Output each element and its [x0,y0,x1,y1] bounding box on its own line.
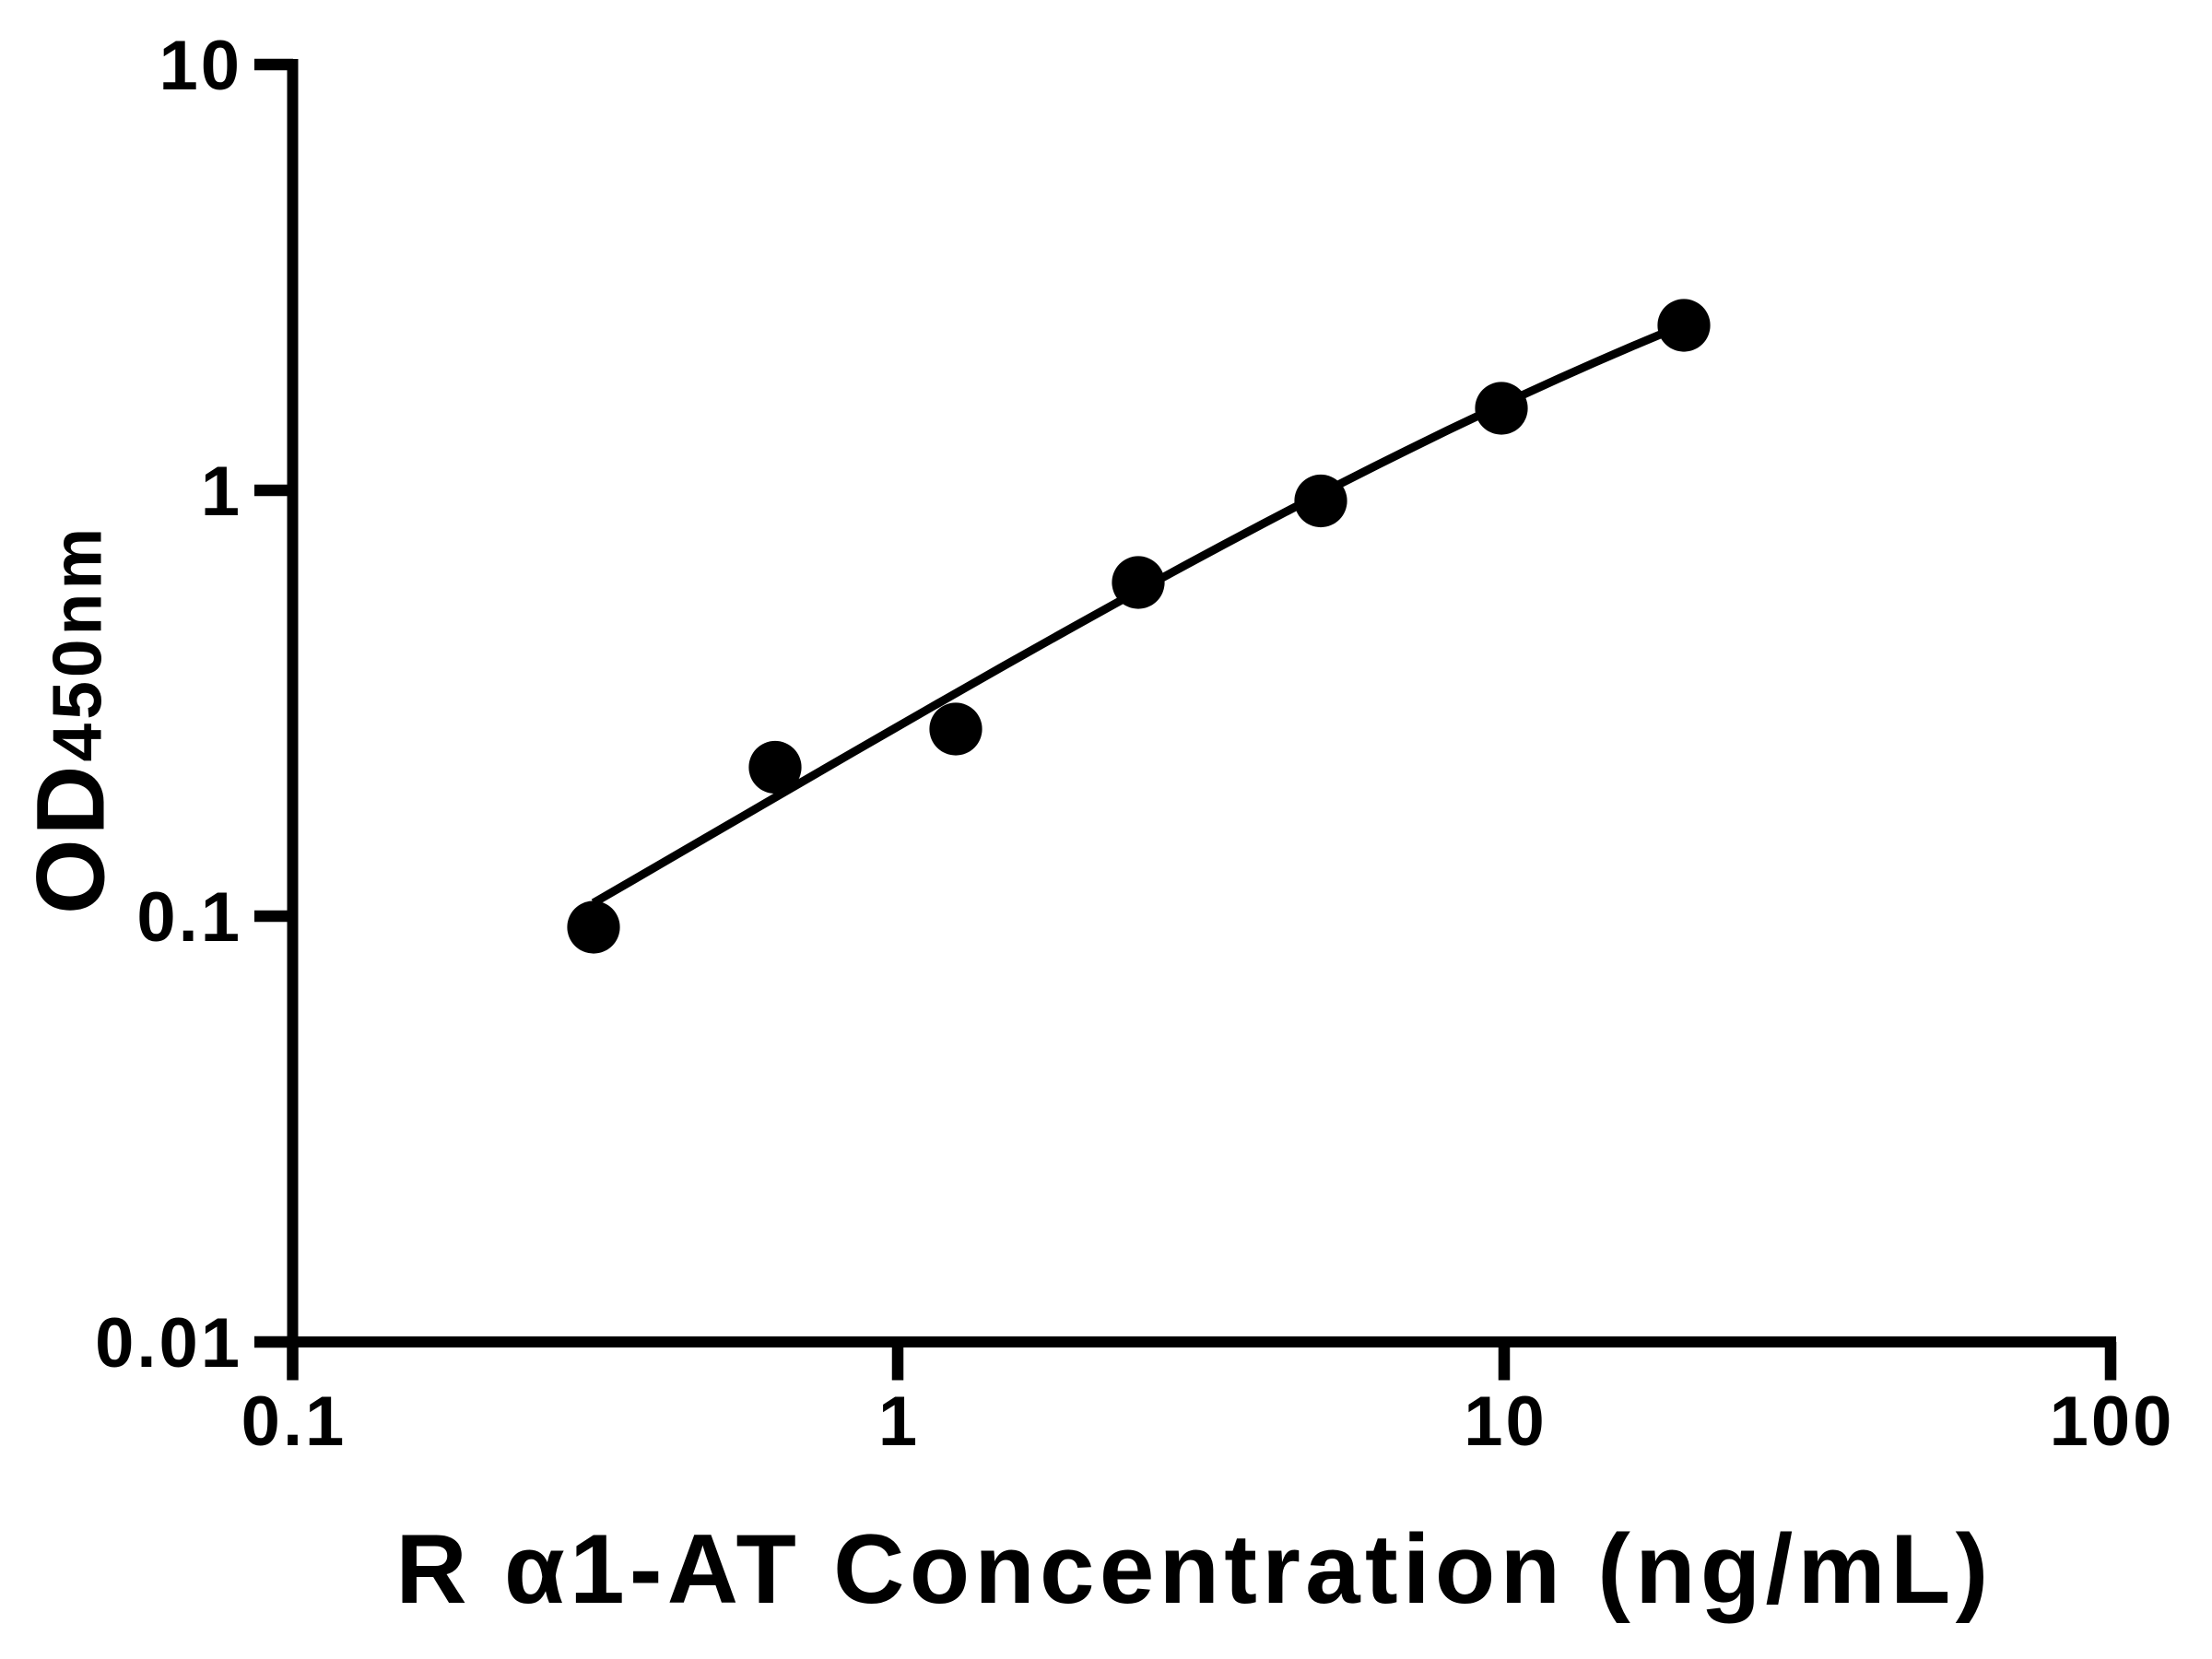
svg-text:1: 1 [201,453,242,531]
svg-text:0.1: 0.1 [241,1382,347,1461]
svg-text:1: 1 [878,1382,920,1461]
svg-text:10: 10 [1464,1382,1547,1461]
svg-text:10: 10 [159,27,242,105]
svg-text:R α1-AT Concentration (ng/mL): R α1-AT Concentration (ng/mL) [395,1513,1993,1624]
svg-text:OD450nm: OD450nm [18,524,125,914]
svg-text:0.01: 0.01 [95,1304,242,1382]
svg-text:100: 100 [2050,1382,2175,1461]
svg-text:0.1: 0.1 [136,878,242,957]
